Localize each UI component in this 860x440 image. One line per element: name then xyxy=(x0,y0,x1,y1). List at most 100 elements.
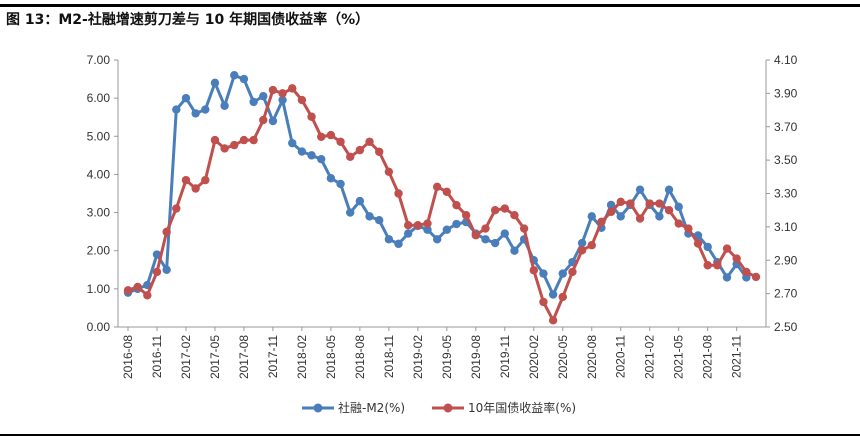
social-financing-m2-point xyxy=(481,235,490,244)
bond-yield-10y-point xyxy=(587,241,596,250)
social-financing-m2-point xyxy=(346,208,355,217)
social-financing-m2-point xyxy=(259,92,268,101)
left-tick-label: 6.00 xyxy=(87,91,111,105)
bond-yield-10y-point xyxy=(606,207,616,217)
social-financing-m2-point xyxy=(268,116,278,126)
bond-yield-10y-point xyxy=(307,112,316,121)
social-financing-m2-point xyxy=(336,179,345,189)
bond-yield-10y-point xyxy=(230,140,239,150)
x-tick-label: 2021-05 xyxy=(672,335,686,379)
social-financing-m2-point xyxy=(655,212,664,221)
social-financing-m2-point xyxy=(635,185,645,194)
social-financing-m2-point xyxy=(278,95,287,105)
bond-yield-10y-point xyxy=(336,137,345,146)
social-financing-m2-point xyxy=(548,290,558,299)
social-financing-m2-point xyxy=(152,250,162,259)
x-tick-label: 2019-08 xyxy=(469,335,483,379)
social-financing-m2-point xyxy=(500,229,509,238)
bond-yield-10y-point xyxy=(297,95,307,105)
bond-yield-10y-point xyxy=(655,199,664,208)
social-financing-m2-point xyxy=(365,212,374,221)
social-financing-m2-point xyxy=(230,71,239,80)
social-financing-m2-point xyxy=(181,93,191,103)
social-financing-m2-point xyxy=(162,265,171,274)
x-tick-label: 2021-08 xyxy=(701,335,715,379)
left-tick-label: 4.00 xyxy=(87,167,111,181)
social-financing-m2-point xyxy=(587,212,596,221)
social-financing-m2-point xyxy=(606,200,616,210)
right-tick-label: 3.30 xyxy=(774,187,798,201)
social-financing-m2-point xyxy=(722,273,732,282)
social-financing-m2-point xyxy=(210,78,220,88)
bond-yield-10y-point xyxy=(394,189,403,198)
legend-social-financing-m2-marker xyxy=(313,403,323,413)
social-financing-m2-point xyxy=(510,246,519,255)
social-financing-m2-point xyxy=(220,101,229,110)
bond-yield-10y-point xyxy=(375,147,384,156)
x-tick-label: 2020-11 xyxy=(614,335,628,378)
social-financing-m2-point xyxy=(297,147,307,156)
social-financing-m2-point xyxy=(249,97,258,107)
bond-yield-10y-point xyxy=(471,231,481,240)
x-tick-label: 2021-02 xyxy=(643,335,657,379)
social-financing-m2-point xyxy=(664,185,674,194)
social-financing-m2-point xyxy=(394,239,403,249)
bond-yield-10y-point xyxy=(384,167,394,177)
bond-yield-10y-point xyxy=(519,224,529,233)
bond-yield-10y-point xyxy=(288,84,297,93)
x-tick-label: 2017-11 xyxy=(266,335,280,378)
bond-yield-10y-point xyxy=(452,200,461,210)
bond-yield-10y-point xyxy=(481,224,490,233)
bond-yield-10y-point xyxy=(500,204,509,213)
social-financing-m2-point xyxy=(558,269,567,278)
bond-yield-10y-point xyxy=(191,184,200,193)
bond-yield-10y-point xyxy=(413,221,423,230)
bond-yield-10y-point xyxy=(432,182,442,192)
bond-yield-10y-point xyxy=(346,152,355,161)
social-financing-m2-point xyxy=(703,242,712,252)
social-financing-m2-point xyxy=(577,238,587,248)
bond-yield-10y-point xyxy=(403,221,413,230)
bond-yield-10y-point xyxy=(317,132,326,141)
left-tick-label: 0.00 xyxy=(87,320,111,334)
bond-yield-10y-point xyxy=(278,89,287,98)
left-tick-label: 2.00 xyxy=(87,244,111,258)
social-financing-m2-point xyxy=(239,74,249,84)
bond-yield-10y-point xyxy=(249,135,258,145)
bond-yield-10y-point xyxy=(684,224,693,233)
social-financing-m2-point xyxy=(539,269,548,278)
legend-social-financing-m2-label: 社融-M2(%) xyxy=(338,400,405,415)
bond-yield-10y-point xyxy=(732,254,741,263)
social-financing-m2-point xyxy=(288,138,297,148)
bond-yield-10y-point xyxy=(548,316,558,325)
right-tick-label: 2.50 xyxy=(774,320,798,334)
x-tick-label: 2018-08 xyxy=(353,335,367,379)
right-tick-label: 2.70 xyxy=(774,287,798,301)
bond-yield-10y-point xyxy=(645,199,654,208)
left-tick-label: 5.00 xyxy=(87,129,111,143)
legend-bond-yield-10y-marker xyxy=(443,403,453,413)
right-tick-label: 2.90 xyxy=(774,253,798,267)
bond-yield-10y-point xyxy=(597,217,606,227)
right-tick-label: 3.50 xyxy=(774,153,798,167)
x-tick-label: 2020-05 xyxy=(556,335,570,379)
x-tick-label: 2019-11 xyxy=(498,335,512,378)
bond-yield-10y-point xyxy=(326,130,336,140)
left-tick-label: 3.00 xyxy=(87,206,111,220)
social-financing-m2-point xyxy=(423,225,432,234)
x-tick-label: 2017-08 xyxy=(237,335,251,379)
bond-yield-10y-point xyxy=(442,187,452,197)
x-tick-label: 2019-02 xyxy=(411,335,425,379)
social-financing-m2-point xyxy=(307,151,316,160)
social-financing-m2-point xyxy=(403,229,413,238)
bond-yield-10y-point xyxy=(490,205,500,215)
bond-yield-10y-point xyxy=(268,85,278,95)
bond-yield-10y-point xyxy=(123,286,133,295)
bond-yield-10y-point xyxy=(365,137,374,146)
social-financing-m2-point xyxy=(490,238,500,248)
bond-yield-10y-point xyxy=(742,267,751,277)
bond-yield-10y-point xyxy=(693,239,703,248)
bond-yield-10y-point xyxy=(529,266,538,275)
bond-yield-10y-point xyxy=(539,297,548,307)
bond-yield-10y-point xyxy=(143,291,152,300)
